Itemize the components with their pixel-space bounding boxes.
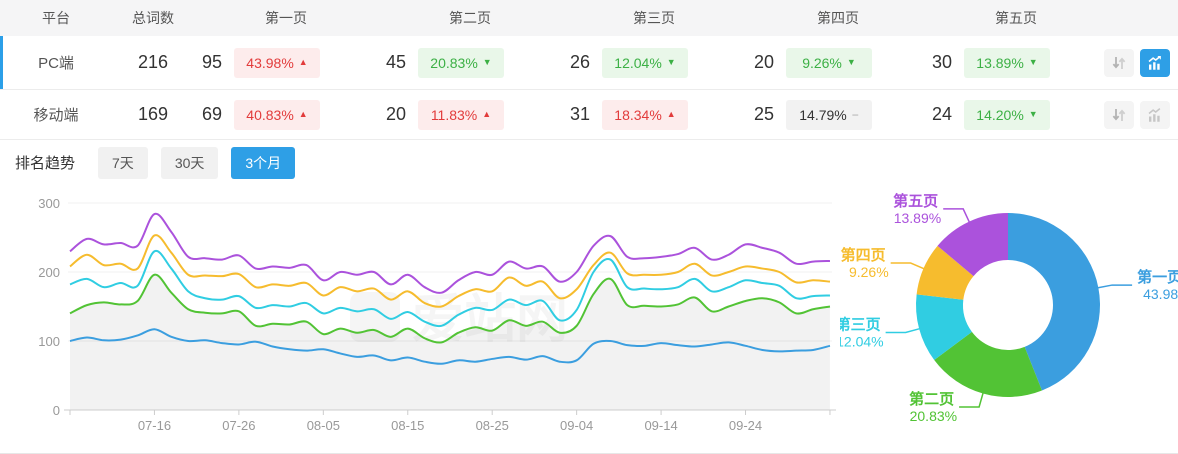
header-platform: 平台 (42, 10, 70, 26)
label-line-第二页 (959, 392, 984, 408)
header-page-1: 第一页 (265, 10, 307, 26)
page5-change-badge: 14.20% ▼ (964, 99, 1050, 130)
trend-line-第一页 (69, 328, 831, 365)
trend-chart-icon (1148, 55, 1161, 70)
trend-line-第五页 (69, 212, 831, 294)
page3-count: 26 (569, 52, 590, 72)
page5-count: 30 (931, 52, 952, 72)
label-line-第一页 (1097, 284, 1133, 289)
slice-percent-第四页: 9.26% (849, 264, 889, 280)
y-axis-label: 0 (53, 403, 60, 418)
page3-count: 31 (569, 104, 590, 124)
slice-label-第二页: 第二页 (909, 390, 954, 408)
trend-tabs-bar: 排名趋势 7天 30天 3个月 (0, 140, 1178, 185)
donut-slice-第二页 (934, 331, 1042, 397)
donut-slice-第一页 (1008, 213, 1101, 391)
trend-section-title: 排名趋势 (15, 155, 76, 172)
up-down-arrows-icon (1112, 56, 1126, 69)
trend-chart-button-active[interactable] (1140, 48, 1170, 77)
selected-row-indicator (0, 36, 3, 89)
label-line-第三页 (885, 327, 921, 334)
page1-change-badge: 43.98% ▲ (234, 47, 320, 78)
trend-chart-icon (1148, 107, 1161, 122)
watermark-logo (350, 292, 400, 342)
platform-cell: 移动端 (33, 107, 79, 124)
header-page-3: 第三页 (633, 10, 675, 26)
label-line-第五页 (943, 208, 971, 223)
trend-line-第四页 (69, 234, 831, 308)
page1-change-badge: 40.83% ▲ (234, 99, 320, 130)
slice-label-第一页: 第一页 (1137, 268, 1178, 286)
x-axis-label: 08-15 (391, 418, 424, 433)
page2-count: 45 (385, 52, 406, 72)
header-page-4: 第四页 (817, 10, 859, 26)
page2-change-badge: 11.83% ▲ (418, 99, 504, 130)
rank-compare-button[interactable] (1104, 48, 1134, 77)
page5-change-badge: 13.89% ▼ (964, 47, 1050, 78)
page2-count: 20 (385, 104, 406, 124)
x-axis-label: 07-26 (222, 418, 255, 433)
y-axis-label: 200 (38, 265, 60, 280)
x-axis-label: 08-05 (307, 418, 340, 433)
platform-cell: PC端 (38, 55, 74, 72)
tab-30-days[interactable]: 30天 (160, 146, 219, 179)
rank-compare-button[interactable] (1104, 100, 1134, 129)
trend-line-第二页 (69, 273, 831, 344)
up-down-arrows-icon (1112, 108, 1126, 121)
slice-percent-第一页: 43.98% (1143, 286, 1178, 302)
x-axis-label: 09-24 (729, 418, 762, 433)
slice-percent-第五页: 13.89% (894, 210, 941, 226)
slice-percent-第三页: 12.04% (840, 333, 884, 349)
x-axis-label: 09-04 (560, 418, 593, 433)
slice-label-第四页: 第四页 (841, 246, 886, 264)
donut-slice-第三页 (916, 294, 972, 360)
table-header: 平台 总词数 第一页 第二页 第三页 第四页 第五页 (0, 0, 1178, 36)
page4-count: 20 (753, 52, 774, 72)
tab-3-months[interactable]: 3个月 (231, 146, 296, 179)
header-page-2: 第二页 (449, 10, 491, 26)
y-axis-label: 300 (38, 196, 60, 211)
area-fill (70, 274, 830, 410)
donut-slice-第四页 (916, 245, 974, 300)
page4-count: 25 (753, 104, 774, 124)
page3-change-badge: 18.34% ▲ (602, 99, 688, 130)
tab-7-days[interactable]: 7天 (98, 146, 148, 179)
watermark-text: 爱站网 (412, 291, 568, 349)
trend-line-chart: 爱站网 0 100 200 300 07-16 07-26 08-05 08-15 08-25 09… (38, 196, 836, 433)
x-axis-label: 09-14 (644, 418, 677, 433)
page4-change-badge: 9.26% ▼ (786, 47, 872, 78)
charts-area: 爱站网 0 100 200 300 07-16 07-26 08-05 08-15 08-25 09… (0, 185, 1178, 453)
slice-percent-第二页: 20.83% (910, 408, 957, 424)
label-line-第四页 (890, 262, 925, 270)
header-page-5: 第五页 (995, 10, 1037, 26)
total-words-cell: 169 (137, 104, 169, 124)
y-axis-label: 100 (38, 334, 60, 349)
x-axis-label: 07-16 (138, 418, 171, 433)
page4-change-badge: 14.79% − (786, 99, 872, 130)
table-row-pc[interactable]: PC端 216 95 43.98% ▲ 45 20.83% ▼ 26 12.04% ▼… (0, 36, 1178, 90)
page1-count: 95 (201, 52, 222, 72)
header-total-words: 总词数 (132, 10, 174, 26)
trend-line-第三页 (69, 249, 831, 328)
page3-change-badge: 12.04% ▼ (602, 47, 688, 78)
slice-label-第三页: 第三页 (840, 315, 881, 333)
page2-change-badge: 20.83% ▼ (418, 47, 504, 78)
total-words-cell: 216 (137, 52, 169, 72)
table-row-mobile[interactable]: 移动端 169 69 40.83% ▲ 20 11.83% ▲ 31 18.34% ▲… (0, 90, 1178, 140)
page5-count: 24 (931, 104, 952, 124)
trend-chart-button[interactable] (1140, 100, 1170, 129)
donut-slice-第五页 (937, 213, 1008, 277)
slice-label-第五页: 第五页 (893, 192, 938, 210)
page1-count: 69 (201, 104, 222, 124)
x-axis-label: 08-25 (476, 418, 509, 433)
